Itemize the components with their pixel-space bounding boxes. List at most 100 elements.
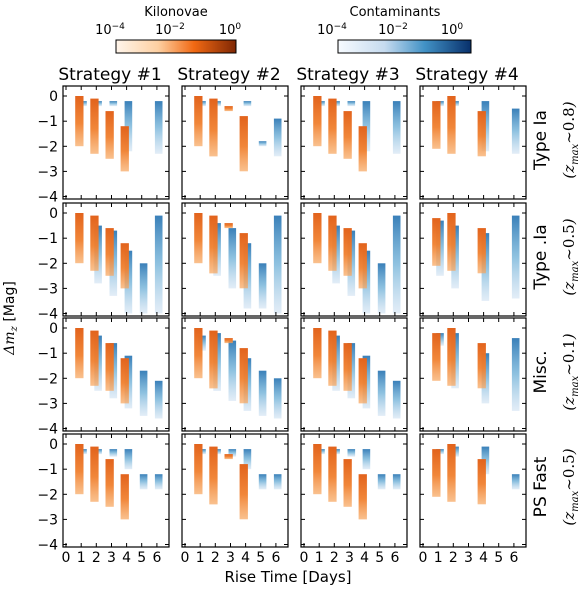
x-tick-label: 0: [62, 550, 71, 566]
contaminant-bar: [243, 101, 252, 107]
panel-frame: [181, 317, 289, 432]
y-tick-label: −4: [37, 190, 58, 206]
kilonova-bar: [477, 459, 486, 505]
x-tick-label: 4: [479, 550, 488, 566]
contaminant-bar: [154, 380, 163, 419]
x-tick-label: 0: [419, 550, 428, 566]
colorbar-contaminants: Contaminants 10−4 10−2 100: [317, 5, 472, 54]
y-axis-label: Δmz [Mag]: [2, 281, 20, 356]
row-zmax-type-ia: (zmax∼0.8): [560, 101, 581, 178]
x-tick-label: 6: [271, 550, 280, 566]
x-tick-label: 4: [241, 550, 250, 566]
contaminant-bar: [228, 340, 237, 401]
x-tick-label: 2: [92, 550, 101, 566]
colorbar-contaminants-gradient: [337, 39, 472, 54]
kilonova-bar: [224, 338, 233, 344]
kilonova-bar: [224, 223, 233, 229]
kilonova-bar: [120, 126, 129, 172]
x-tick-label: 4: [360, 550, 369, 566]
row-zmax-type-ia-value: 0.8: [560, 107, 578, 131]
panel-type-ia-strategy-3: [300, 85, 408, 200]
kilonova-bar: [343, 343, 352, 391]
panel-ps-fast-strategy-1: 0−1−2−3−40 1 2 3 4 5 6: [37, 433, 170, 566]
y-tick-label: −4: [37, 538, 58, 554]
contaminant-bar: [228, 449, 237, 457]
kilonova-bar: [120, 243, 129, 289]
x-tick-label: 6: [152, 550, 161, 566]
contaminant-bar: [392, 215, 401, 314]
kilonova-bar: [75, 328, 84, 379]
kilonova-bar: [75, 444, 84, 495]
x-tick-label: 3: [226, 550, 235, 566]
panel-miscdot-strategy-4: [419, 317, 527, 432]
contaminant-bar: [273, 378, 282, 419]
y-tick-label: 0: [49, 437, 58, 453]
contaminant-bar: [154, 101, 163, 154]
kilonova-bar: [343, 459, 352, 507]
contaminant-bar: [347, 449, 356, 457]
x-tick-label: 3: [107, 550, 116, 566]
kilonova-bar: [313, 213, 322, 264]
kilonova-bar: [209, 98, 218, 157]
x-tick-label: 1: [434, 550, 443, 566]
kilonova-bar: [328, 330, 337, 386]
contaminant-bar: [139, 263, 148, 314]
kilonova-bar: [194, 213, 203, 264]
row-label-ps-fast: PS Fast: [531, 456, 551, 517]
kilonova-bar: [328, 215, 337, 271]
contaminant-bar: [109, 101, 118, 107]
panel-miscdot-strategy-3: [300, 317, 408, 432]
colorbar-kilonovae-title: Kilonovae: [144, 5, 208, 20]
panel-frame: [300, 202, 408, 317]
contaminant-bar: [362, 101, 371, 152]
kilonova-bar: [477, 343, 486, 389]
panel-frame: [419, 433, 527, 548]
x-tick-label: 2: [211, 550, 220, 566]
kilonova-bar: [209, 330, 218, 389]
contaminant-bar: [392, 101, 401, 154]
colorbar-kilonovae-gradient: [115, 39, 237, 54]
kilonova-bar: [209, 446, 218, 505]
kilonova-bar: [477, 111, 486, 157]
y-tick-label: −3: [37, 512, 58, 528]
kilonova-bar: [209, 215, 218, 274]
x-tick-label: 2: [449, 550, 458, 566]
y-tick-label: −1: [37, 346, 58, 362]
panel-miscdot-strategy-1: 0 −1 −2 −3 −4: [37, 317, 170, 438]
kilonova-bar: [432, 101, 441, 149]
x-tick-label: 1: [315, 550, 324, 566]
x-tick-label: 6: [390, 550, 399, 566]
x-tick-label: 3: [464, 550, 473, 566]
kilonova-bar: [90, 215, 99, 271]
kilonova-bar: [194, 96, 203, 147]
contaminant-bar: [258, 474, 267, 490]
kilonova-bar: [224, 454, 233, 460]
panel-type-ia-strategy-1: 0 −1 −2 −3 −4: [37, 85, 170, 206]
row-zmax-misc: (zmax∼0.1): [560, 333, 581, 410]
panel-miscdot-strategy-2: [181, 317, 289, 432]
panel-type-ia-strategy-2: [181, 85, 289, 200]
y-tick-label: 0: [49, 89, 58, 105]
contaminant-bar: [258, 141, 267, 147]
colorbar-kilonovae: Kilonovae 10−4 10−2 100: [95, 5, 241, 54]
kilonova-bar: [105, 343, 114, 391]
kilonova-bar: [328, 98, 337, 154]
contaminant-bar: [273, 215, 282, 314]
column-title-strategy-3: Strategy #3: [296, 65, 399, 85]
y-tick-label: −3: [37, 396, 58, 412]
panel-type-ia-strategy-4: [419, 85, 527, 200]
x-tick-label: 0: [300, 550, 309, 566]
contaminant-bar: [258, 263, 267, 309]
panel-frame: [300, 85, 408, 200]
y-tick-label: −2: [37, 256, 58, 272]
row-zmax-ps-fast-value: 0.5: [560, 454, 578, 478]
kilonova-bar: [447, 444, 456, 502]
kilonova-bar: [105, 459, 114, 507]
kilonova-bar: [194, 328, 203, 379]
contaminant-bar: [347, 101, 356, 107]
x-tick-label: 5: [137, 550, 146, 566]
